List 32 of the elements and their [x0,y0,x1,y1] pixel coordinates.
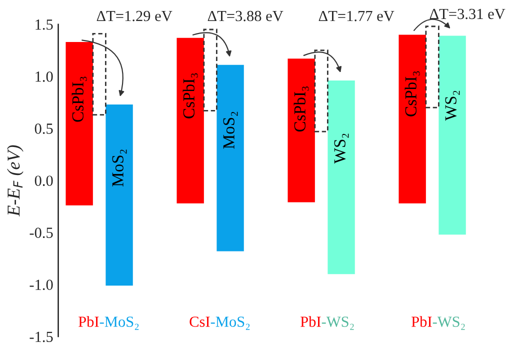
bar [328,80,355,274]
bar [176,38,204,204]
y-tick-label: 1.0 [36,71,53,82]
x-tick-label: CsI-MoS₂ [190,316,250,330]
bar [288,58,315,202]
y-tick-label: -0.5 [30,228,53,238]
text: CsPbI₃ [404,71,420,116]
y-tick-label: -1.0 [30,280,53,290]
bar [438,36,466,235]
series-label: MoS₂ [112,150,127,186]
series-label: CsPbI₃ [294,86,309,132]
bar [398,34,426,204]
text: ΔT=3.31 eV [430,8,506,20]
series-label: WS₂ [334,134,349,164]
text: ΔT=3.88 eV [208,10,284,22]
y-tick-label: 1.5 [36,20,53,30]
bar [106,104,133,286]
x-tick-label: PbI-WS₂ [412,316,465,330]
text: CsPbI₃ [182,73,198,118]
x-tick-label: PbI-WS₂ [300,316,354,330]
text: ΔT=1.77 eV [318,10,394,22]
y-tick-label: 0.0 [34,176,53,186]
bar [66,42,93,206]
y-tick-label: -1.5 [30,332,53,342]
y-tick-label: 0.5 [34,124,53,134]
text: ΔT=1.29 eV [96,10,172,22]
text: MoS₂ [223,112,238,149]
text: CsPbI₃ [72,76,87,122]
text: WS₂ [445,90,460,121]
x-tick-label: PbI-MoS₂ [78,316,139,330]
y-axis-title: E-E$_{F}$ (eV) [7,145,24,216]
bar [216,64,244,252]
